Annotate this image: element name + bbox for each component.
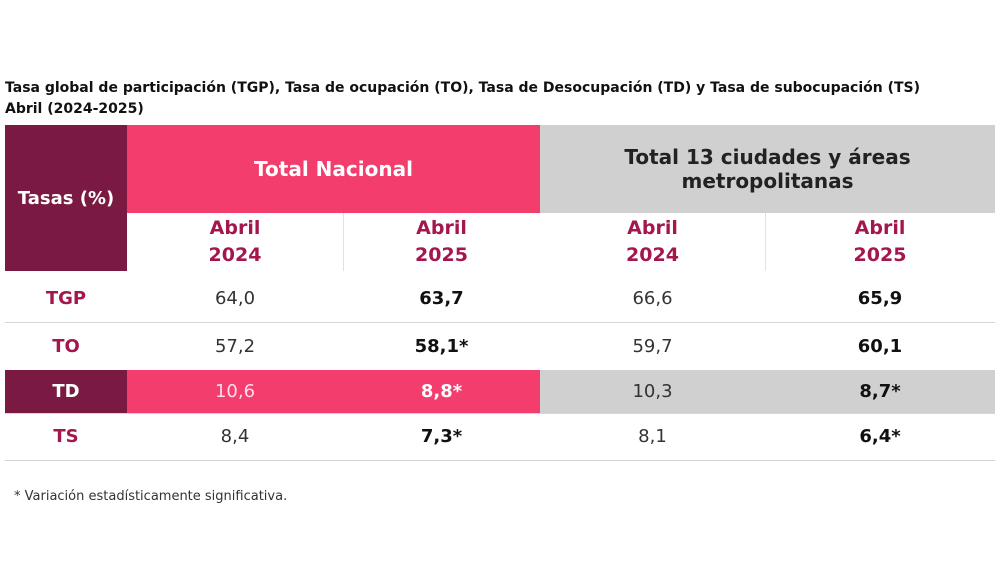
row-label: TGP	[45, 288, 87, 309]
group-header: Total 13 ciudades y áreas metropolitanas	[540, 125, 995, 213]
cell: 59,7	[632, 335, 673, 357]
row-label: TO	[52, 335, 80, 357]
divider	[765, 213, 766, 271]
cell: 8,8*	[343, 370, 540, 413]
column-header: Abril 2025	[343, 213, 540, 271]
column-year: 2025	[415, 244, 468, 266]
cell: 7,3*	[420, 426, 463, 447]
cell: 60,1	[857, 335, 903, 357]
cell: 10,6	[127, 370, 343, 413]
cell: 8,1	[638, 426, 667, 447]
row-label: TD	[5, 370, 127, 413]
cell: 8,7*	[765, 370, 995, 413]
footnote: * Variación estadísticamente significati…	[14, 489, 288, 504]
divider	[343, 213, 344, 271]
title: Abril (2024-2025)	[5, 101, 144, 117]
cell: 65,9	[857, 288, 903, 309]
cell: 58,1*	[414, 335, 469, 357]
cell: 10,3	[540, 370, 765, 413]
cell: 8,4	[220, 426, 250, 447]
column-month: Abril	[627, 217, 678, 239]
column-header: Abril 2024	[127, 213, 343, 271]
row-label: TS	[53, 426, 79, 447]
column-year: 2024	[208, 244, 262, 266]
cell: 57,2	[214, 335, 256, 357]
group-header: Total Nacional	[127, 125, 540, 213]
column-month: Abril	[854, 217, 906, 239]
cell: 66,6	[632, 288, 673, 309]
column-header: Abril 2024	[540, 213, 765, 271]
column-year: 2025	[853, 244, 907, 266]
column-month: Abril	[209, 217, 261, 239]
column-year: 2024	[626, 244, 679, 266]
row-divider	[5, 322, 995, 323]
cell: 64,0	[214, 288, 256, 309]
cell: 6,4*	[859, 426, 901, 447]
column-month: Abril	[416, 217, 467, 239]
row-divider	[5, 413, 995, 414]
title: Tasa global de participación (TGP), Tasa…	[5, 80, 921, 96]
row-divider	[5, 460, 995, 461]
column-header: Abril 2025	[765, 213, 995, 271]
cell: 63,7	[419, 288, 464, 309]
row-header-title: Tasas (%)	[5, 125, 127, 271]
